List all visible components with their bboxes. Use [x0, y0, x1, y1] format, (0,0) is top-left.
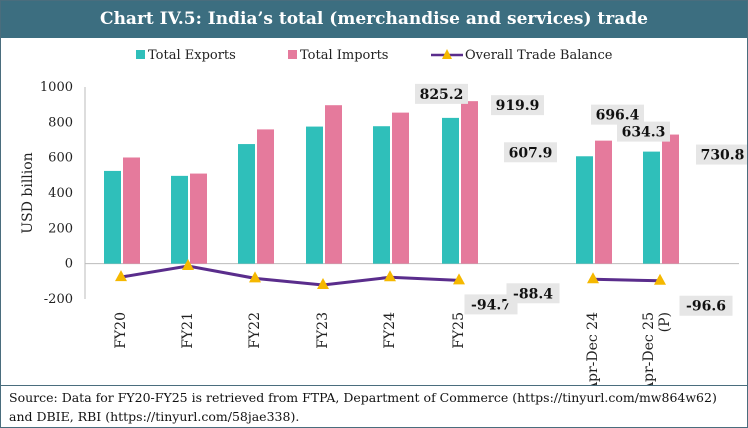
- data-label-box: [464, 294, 518, 315]
- bar-imports: [392, 112, 409, 264]
- bar-imports: [257, 129, 274, 264]
- source-note: Source: Data for FY20-FY25 is retrieved …: [1, 385, 747, 427]
- balance-marker: [654, 273, 666, 285]
- data-label-box: [491, 95, 544, 116]
- legend-label-1: Total Imports: [300, 48, 388, 63]
- y-tick-0: 0: [65, 257, 73, 272]
- chart-title: Chart IV.5: India’s total (merchandise a…: [1, 1, 747, 38]
- bar-imports: [595, 140, 612, 264]
- bar-exports: [643, 151, 660, 264]
- data-label-box: [504, 142, 557, 163]
- bar-exports: [306, 126, 323, 264]
- y-axis-title: USD billion: [20, 152, 36, 233]
- bar-exports: [171, 175, 188, 264]
- legend-swatch-0: [136, 50, 145, 59]
- data-label: 696.4: [596, 108, 640, 124]
- x-tick-label: (P): [657, 312, 673, 332]
- data-label: -94.7: [471, 297, 511, 313]
- x-tick-label: FY24: [382, 312, 398, 349]
- bar-exports: [104, 170, 121, 264]
- data-label-box: [591, 104, 644, 125]
- data-label-box: [696, 144, 747, 165]
- x-tick-label: Apr-Dec 24: [585, 312, 601, 385]
- bar-exports: [442, 117, 459, 264]
- legend-label-0: Total Exports: [148, 48, 236, 63]
- y-tick-200: 200: [48, 221, 73, 236]
- balance-line: [120, 264, 460, 287]
- bar-imports: [190, 173, 207, 264]
- data-label: 634.3: [622, 125, 666, 141]
- balance-marker: [384, 270, 396, 282]
- data-label: -88.4: [513, 286, 553, 302]
- x-tick-label: Apr-Dec 25: [641, 312, 657, 385]
- balance-marker: [317, 278, 329, 290]
- data-label: 825.2: [420, 87, 464, 103]
- y-tick-800: 800: [48, 115, 73, 130]
- balance-marker: [182, 258, 194, 270]
- bar-exports: [373, 126, 390, 264]
- legend-marker: [442, 49, 452, 59]
- bar-imports: [662, 134, 679, 264]
- y-tick--200: -200: [44, 292, 73, 307]
- bar-imports: [123, 157, 140, 264]
- y-tick-1000: 1000: [40, 80, 73, 95]
- bar-exports: [576, 156, 593, 264]
- y-tick-600: 600: [48, 151, 73, 166]
- x-tick-label: FY25: [451, 312, 467, 349]
- data-label-box: [506, 283, 560, 304]
- bar-imports: [325, 105, 342, 264]
- legend-swatch-1: [288, 50, 297, 59]
- data-label: 730.8: [701, 148, 745, 164]
- trade-chart: Total Exports Total Imports Overall Trade …: [20, 48, 747, 385]
- data-label-box: [415, 83, 468, 104]
- x-tick-label: FY22: [247, 312, 263, 349]
- balance-marker: [115, 270, 127, 282]
- balance-marker: [249, 271, 261, 283]
- data-label: 919.9: [496, 98, 540, 114]
- balance-marker: [453, 273, 465, 285]
- bar-imports: [461, 101, 478, 264]
- y-tick-400: 400: [48, 186, 73, 201]
- x-tick-label: FY21: [180, 312, 196, 349]
- bar-exports: [238, 144, 255, 264]
- x-tick-label: FY20: [113, 312, 129, 349]
- data-label: 607.9: [509, 145, 553, 161]
- data-label-box: [679, 295, 733, 316]
- balance-marker: [587, 272, 599, 284]
- x-tick-label: FY23: [315, 312, 331, 349]
- balance-line: [592, 277, 661, 283]
- legend-label-2: Overall Trade Balance: [465, 48, 613, 63]
- data-label-box: [617, 121, 670, 142]
- data-label: -96.6: [686, 299, 726, 315]
